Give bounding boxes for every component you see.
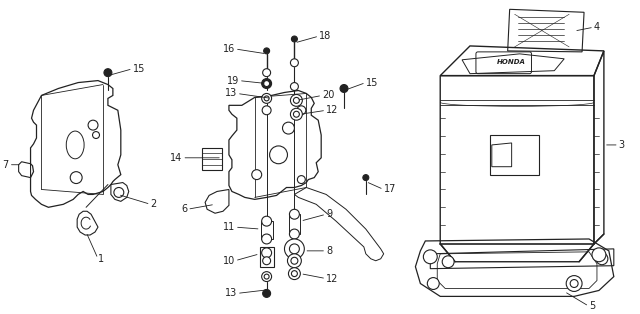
Circle shape: [262, 272, 271, 282]
Circle shape: [93, 132, 99, 138]
Circle shape: [262, 216, 271, 226]
Circle shape: [596, 253, 608, 265]
Circle shape: [592, 248, 606, 262]
Text: 16: 16: [223, 44, 235, 54]
Text: 19: 19: [227, 76, 239, 86]
Text: 13: 13: [225, 289, 237, 298]
Circle shape: [264, 48, 269, 54]
Circle shape: [88, 120, 98, 130]
Circle shape: [269, 146, 287, 164]
Circle shape: [570, 279, 578, 288]
Circle shape: [442, 256, 454, 268]
Text: 12: 12: [326, 273, 339, 284]
Circle shape: [363, 175, 369, 181]
Circle shape: [262, 69, 271, 77]
Circle shape: [428, 278, 439, 290]
Circle shape: [264, 81, 269, 87]
Circle shape: [262, 290, 271, 297]
Text: 1: 1: [98, 254, 104, 264]
Text: 15: 15: [366, 78, 378, 88]
Text: 14: 14: [170, 153, 182, 163]
Text: 3: 3: [619, 140, 625, 150]
Circle shape: [262, 257, 271, 265]
Circle shape: [262, 94, 271, 103]
Circle shape: [289, 268, 300, 279]
Circle shape: [566, 276, 582, 291]
Circle shape: [289, 244, 300, 254]
Text: 4: 4: [594, 22, 600, 32]
Text: 12: 12: [326, 105, 339, 115]
Circle shape: [291, 257, 298, 264]
Text: 9: 9: [326, 209, 332, 219]
Ellipse shape: [67, 131, 84, 159]
Circle shape: [297, 106, 306, 115]
Circle shape: [262, 248, 271, 258]
Text: 20: 20: [322, 90, 335, 100]
Text: 2: 2: [150, 199, 157, 209]
Bar: [260, 221, 273, 239]
Circle shape: [114, 187, 124, 198]
Circle shape: [264, 96, 269, 101]
Text: 8: 8: [326, 246, 332, 256]
Circle shape: [262, 78, 271, 89]
Circle shape: [291, 95, 302, 106]
Circle shape: [291, 271, 298, 277]
Text: 10: 10: [223, 256, 235, 266]
Circle shape: [262, 234, 271, 244]
Circle shape: [287, 254, 301, 268]
Text: 17: 17: [384, 185, 396, 194]
Circle shape: [289, 229, 300, 239]
Circle shape: [423, 250, 437, 264]
Text: 6: 6: [181, 204, 188, 214]
Text: 15: 15: [132, 64, 145, 74]
Text: 18: 18: [319, 31, 332, 41]
Circle shape: [340, 84, 348, 92]
Circle shape: [262, 106, 271, 115]
Circle shape: [285, 239, 305, 259]
Circle shape: [298, 176, 305, 184]
Bar: [289, 214, 300, 234]
Text: 13: 13: [225, 89, 237, 99]
Circle shape: [70, 172, 82, 184]
Bar: [260, 247, 273, 267]
Circle shape: [289, 209, 300, 219]
Text: 11: 11: [223, 222, 235, 232]
Text: 5: 5: [589, 301, 595, 311]
Circle shape: [282, 122, 294, 134]
Circle shape: [291, 36, 298, 42]
Bar: [202, 148, 222, 170]
Circle shape: [291, 108, 302, 120]
Circle shape: [293, 111, 300, 117]
Circle shape: [293, 97, 300, 103]
Text: HONDA: HONDA: [497, 59, 526, 65]
Circle shape: [291, 59, 298, 67]
Text: 7: 7: [3, 160, 9, 170]
Circle shape: [252, 170, 262, 180]
Circle shape: [291, 83, 298, 90]
Circle shape: [264, 274, 269, 279]
Circle shape: [104, 69, 112, 77]
